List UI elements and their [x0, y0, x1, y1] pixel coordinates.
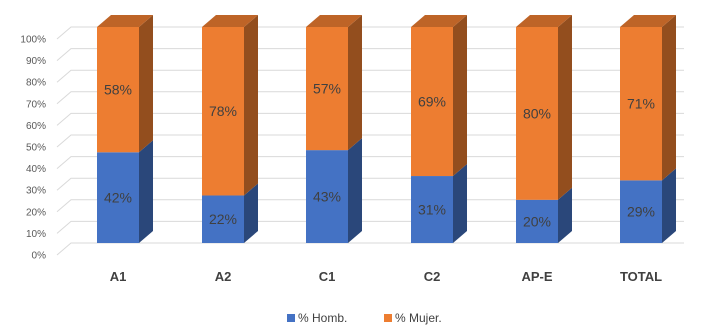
gridline [56, 69, 684, 83]
gridline [56, 177, 684, 191]
bar-front-face [620, 27, 662, 181]
gridline [56, 199, 684, 213]
data-label: 22% [209, 211, 237, 227]
y-tick-label: 60% [26, 121, 46, 132]
gridline [56, 48, 684, 61]
gridline [56, 156, 684, 169]
legend-label: % Homb. [298, 311, 347, 325]
gridline [56, 134, 684, 148]
bar-side-face [558, 15, 572, 200]
bar-segment-mujer [620, 15, 676, 181]
bar-segment-mujer [97, 15, 153, 153]
gridline [56, 91, 684, 105]
bar-front-face [97, 152, 139, 243]
bar-front-face [411, 27, 453, 177]
bar-segment-mujer [306, 15, 362, 151]
bar-front-face [306, 27, 348, 151]
category-label: A1 [110, 269, 127, 284]
bar-front-face [306, 150, 348, 243]
y-tick-label: 0% [32, 251, 47, 262]
data-label: 20% [523, 213, 551, 229]
bars [97, 15, 676, 243]
category-label: C2 [424, 269, 441, 284]
data-label: 42% [104, 190, 132, 206]
bar-front-face [620, 180, 662, 243]
y-tick-label: 20% [26, 207, 46, 218]
grid-layer [56, 26, 684, 256]
bar-segment-homb [202, 183, 258, 243]
bar-top-face [411, 15, 467, 27]
bar-side-face [139, 15, 153, 153]
gridline [56, 220, 684, 234]
bar-top-face [516, 15, 572, 27]
bar-top-face [306, 15, 362, 27]
bar-side-face [453, 164, 467, 243]
bar-top-face [620, 15, 676, 27]
data-label: 80% [523, 105, 551, 121]
data-label: 31% [418, 202, 446, 218]
data-labels: 42% 58% 22% 78% 43% 57% 31% 69% 20% 80% 29% 71% [104, 81, 655, 230]
bar-front-face [202, 195, 244, 243]
bar-side-face [348, 15, 362, 151]
bar-side-face [453, 15, 467, 177]
bar-segment-mujer [202, 15, 258, 196]
data-label: 58% [104, 82, 132, 98]
bar-segment-homb [620, 168, 676, 243]
y-tick-label: 70% [26, 99, 46, 110]
category-label: A2 [215, 269, 232, 284]
bar-side-face [244, 15, 258, 196]
legend-label: % Mujer. [395, 311, 442, 325]
y-tick-label: 30% [26, 186, 46, 197]
y-tick-label: 50% [26, 143, 46, 154]
bar-side-face [244, 183, 258, 243]
legend: % Homb. % Mujer. [287, 311, 442, 325]
data-label: 78% [209, 103, 237, 119]
y-tick-label: 100% [20, 35, 46, 46]
y-axis-ticks: 0% 10% 20% 30% 40% 50% 60% 70% 80% 90% 100% [20, 35, 46, 262]
data-label: 57% [313, 81, 341, 97]
y-tick-label: 80% [26, 78, 46, 89]
bar-front-face [516, 199, 558, 243]
bar-front-face [97, 27, 139, 153]
data-label: 71% [627, 96, 655, 112]
y-tick-label: 40% [26, 164, 46, 175]
category-label: AP-E [521, 269, 552, 284]
bar-segment-homb [306, 138, 362, 243]
gridline [56, 26, 684, 40]
data-label: 43% [313, 189, 341, 205]
category-label: TOTAL [620, 269, 662, 284]
bar-front-face [202, 27, 244, 196]
category-label: C1 [319, 269, 336, 284]
x-axis-categories: A1 A2 C1 C2 AP-E TOTAL [110, 269, 662, 284]
legend-item: % Homb. [287, 311, 347, 325]
bar-segment-homb [97, 140, 153, 243]
bar-front-face [411, 176, 453, 243]
bar-side-face [662, 15, 676, 181]
y-tick-label: 10% [26, 229, 46, 240]
bar-segment-homb [516, 187, 572, 243]
bar-top-face [202, 15, 258, 27]
data-label: 29% [627, 204, 655, 220]
gridline [56, 112, 684, 126]
gridline [56, 242, 684, 256]
bar-front-face [516, 27, 558, 200]
legend-item: % Mujer. [384, 311, 442, 325]
bar-segment-mujer [411, 15, 467, 177]
bar-side-face [662, 168, 676, 243]
bar-side-face [348, 138, 362, 243]
legend-swatch [384, 314, 392, 322]
bar-top-face [97, 15, 153, 27]
bar-side-face [558, 187, 572, 243]
bar-side-face [139, 140, 153, 243]
data-label: 69% [418, 94, 446, 110]
legend-swatch [287, 314, 295, 322]
bar-segment-homb [411, 164, 467, 243]
y-tick-label: 90% [26, 56, 46, 67]
bar-segment-mujer [516, 15, 572, 200]
